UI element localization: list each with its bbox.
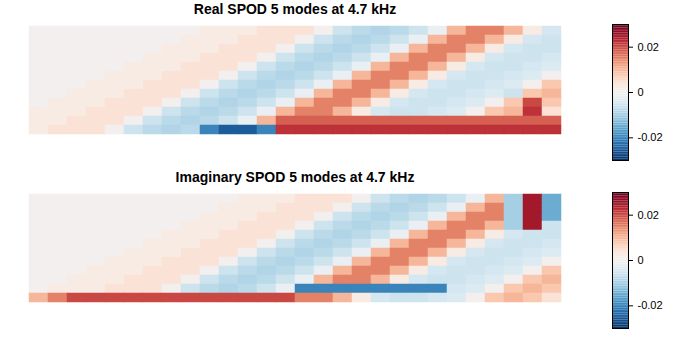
svg-text:-0.02: -0.02: [638, 131, 663, 143]
svg-text:0.02: 0.02: [638, 41, 659, 53]
html-text:Real SPOD 5 modes at 4.7 kHz: Real SPOD 5 modes at 4.7 kHz: [193, 1, 397, 17]
svg-text:0: 0: [638, 254, 644, 266]
svg-text:0: 0: [638, 86, 644, 98]
html-text:Imaginary SPOD 5 modes at 4.7: Imaginary SPOD 5 modes at 4.7 kHz: [175, 169, 415, 185]
svg-text:0.02: 0.02: [638, 209, 659, 221]
svg-text:-0.02: -0.02: [638, 299, 663, 311]
